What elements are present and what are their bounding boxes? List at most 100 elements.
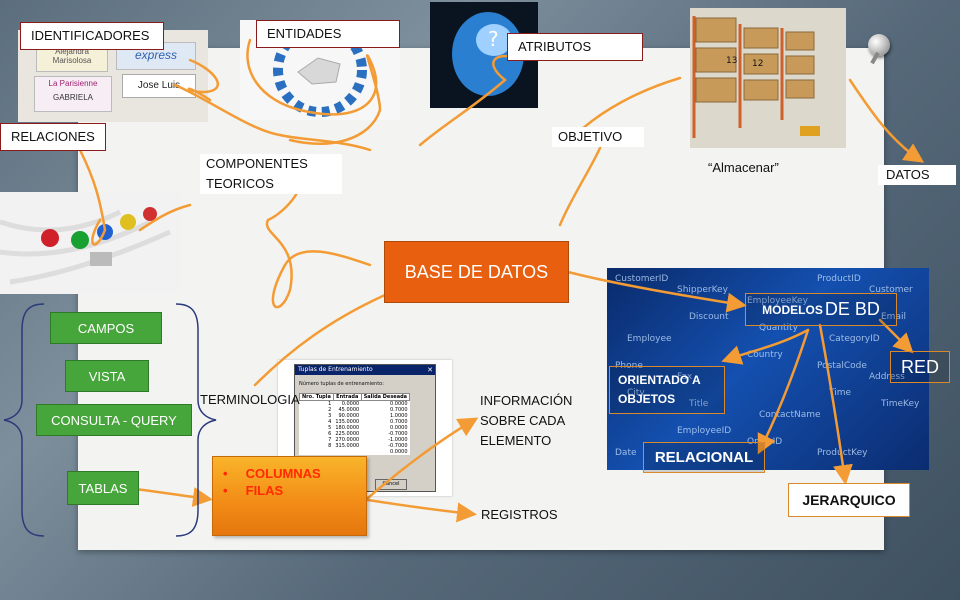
cell: 0.7000: [390, 407, 408, 413]
schema-word: Address: [869, 372, 905, 382]
table-row: 5 180.0000 0.0000: [300, 425, 410, 431]
cell: 225.0000: [335, 431, 360, 437]
modelo-red-label: RED: [900, 356, 939, 377]
cell: -0.7000: [388, 443, 408, 449]
bullet-filas: FILAS: [245, 483, 284, 498]
name-tag: Jose Luis: [122, 74, 196, 98]
cell: -0.7000: [388, 431, 408, 437]
modelo-jerarquico: JERARQUICO: [788, 483, 910, 517]
term-vista: VISTA: [65, 360, 149, 392]
close-icon[interactable]: ✕: [427, 366, 433, 374]
name-tag-line: La Parisienne: [48, 79, 98, 88]
schema-word: ShipperKey: [677, 285, 728, 295]
label-componentes-teoricos: COMPONENTES TEORICOS: [200, 154, 342, 194]
cell: 0.0000: [390, 425, 408, 431]
cell: 8: [328, 443, 332, 449]
label-registros: REGISTROS: [481, 507, 558, 522]
table-row: 7 270.0000 -1.0000: [300, 437, 410, 443]
table-row: 8 315.0000 -0.7000: [300, 443, 410, 449]
right-brace: [175, 303, 217, 537]
schema-word: Country: [747, 350, 783, 360]
cell: -1.0000: [388, 437, 408, 443]
main-title-box: BASE DE DATOS: [384, 241, 569, 303]
bullet-item: • FILAS: [223, 483, 284, 498]
shelf-number: 13: [726, 56, 737, 66]
table-row: 2 45.0000 0.7000: [300, 407, 410, 413]
bullet-item: • COLUMNAS: [223, 466, 321, 481]
window-title-text: Tuplas de Entrenamiento: [298, 366, 373, 373]
modelo-orientado-objetos: ORIENTADO A OBJETOS: [609, 366, 725, 414]
left-brace: [3, 303, 45, 537]
tuplas-table: Nro. Tupla Entrada Salida Deseada 1 0.000…: [299, 393, 411, 455]
cell: 0.7000: [390, 419, 408, 425]
cell: 45.0000: [338, 407, 360, 413]
term-campos: CAMPOS: [50, 312, 162, 344]
modelo-relacional: RELACIONAL: [643, 442, 765, 473]
label-datos: DATOS: [878, 165, 956, 185]
schema-word: TimeKey: [881, 399, 920, 409]
schema-word: CustomerID: [615, 274, 669, 284]
cell: 1.0000: [390, 413, 408, 419]
name-tag: La Parisienne GABRIELA: [34, 76, 112, 112]
cell: 7: [328, 437, 332, 443]
window-field-label: Número tuplas de entrenamiento:: [299, 381, 384, 387]
bullet-columnas: COLUMNAS: [245, 466, 321, 481]
cell: 0.0000: [390, 449, 408, 455]
shelf-number: 12: [752, 59, 763, 69]
cell: 1: [328, 401, 332, 407]
schema-word: EmployeeKey: [747, 296, 808, 306]
main-title: BASE DE DATOS: [404, 261, 549, 282]
modelo-jerarquico-label: JERARQUICO: [802, 492, 896, 508]
window-title: Tuplas de Entrenamiento ✕: [295, 365, 435, 375]
cell: 135.0000: [335, 419, 360, 425]
schema-word: ProductID: [817, 274, 861, 284]
schema-word: PostalCode: [817, 361, 867, 371]
label-informacion: INFORMACIÓN SOBRE CADA ELEMENTO: [480, 393, 573, 448]
label-atributos: ATRIBUTOS: [507, 33, 643, 61]
schema-word: Date: [615, 448, 637, 458]
cables-image: [0, 192, 182, 294]
schema-word: Employee: [627, 334, 672, 344]
cell: 6: [328, 431, 332, 437]
columnas-filas-box: • COLUMNAS • FILAS: [212, 456, 367, 536]
table-row: 1 0.0000 0.0000: [300, 401, 410, 407]
cell: 2: [328, 407, 332, 413]
cell: 90.0000: [338, 413, 360, 419]
warehouse-image: 13 12: [690, 8, 846, 148]
table-row: 3 90.0000 1.0000: [300, 413, 410, 419]
label-almacenar: “Almacenar”: [708, 160, 779, 175]
schema-word: Discount: [689, 312, 729, 322]
schema-word: EmployeeID: [677, 426, 732, 436]
table-row: 4 135.0000 0.7000: [300, 419, 410, 425]
cell: 0.0000: [390, 401, 408, 407]
table-row: 6 225.0000 -0.7000: [300, 431, 410, 437]
label-entidades: ENTIDADES: [256, 20, 400, 48]
modelo-red: RED: [890, 351, 950, 383]
modelos-label: MODELOS: [762, 302, 823, 317]
cell: 3: [328, 413, 332, 419]
cell: 0.0000: [341, 401, 360, 407]
schema-word: ContactName: [759, 410, 821, 420]
term-tablas: TABLAS: [67, 471, 139, 505]
cell: 270.0000: [335, 437, 360, 443]
cell: 315.0000: [335, 443, 360, 449]
modelos-de-bd-box: MODELOS DE BD: [745, 293, 897, 326]
label-relaciones: RELACIONES: [0, 123, 106, 151]
column-header: Salida Deseada: [360, 393, 411, 401]
label-identificadores: IDENTIFICADORES: [20, 22, 164, 50]
cell: 4: [328, 419, 332, 425]
schema-word: City: [627, 388, 645, 398]
schema-word: CategoryID: [829, 334, 880, 344]
term-consulta-query: CONSULTA - QUERY: [36, 404, 192, 436]
name-tag-line: GABRIELA: [52, 93, 93, 102]
table-row: 0.0000: [300, 449, 410, 455]
cell: 5: [328, 425, 332, 431]
bullet-list: • COLUMNAS • FILAS: [223, 465, 321, 499]
pushpin-icon: [868, 34, 890, 56]
svg-text:?: ?: [488, 27, 499, 51]
schema-word: Title: [689, 399, 709, 409]
de-bd-label: DE BD: [824, 299, 880, 319]
thinking-head-image: ?: [430, 2, 538, 108]
schema-word: Time: [829, 388, 852, 398]
